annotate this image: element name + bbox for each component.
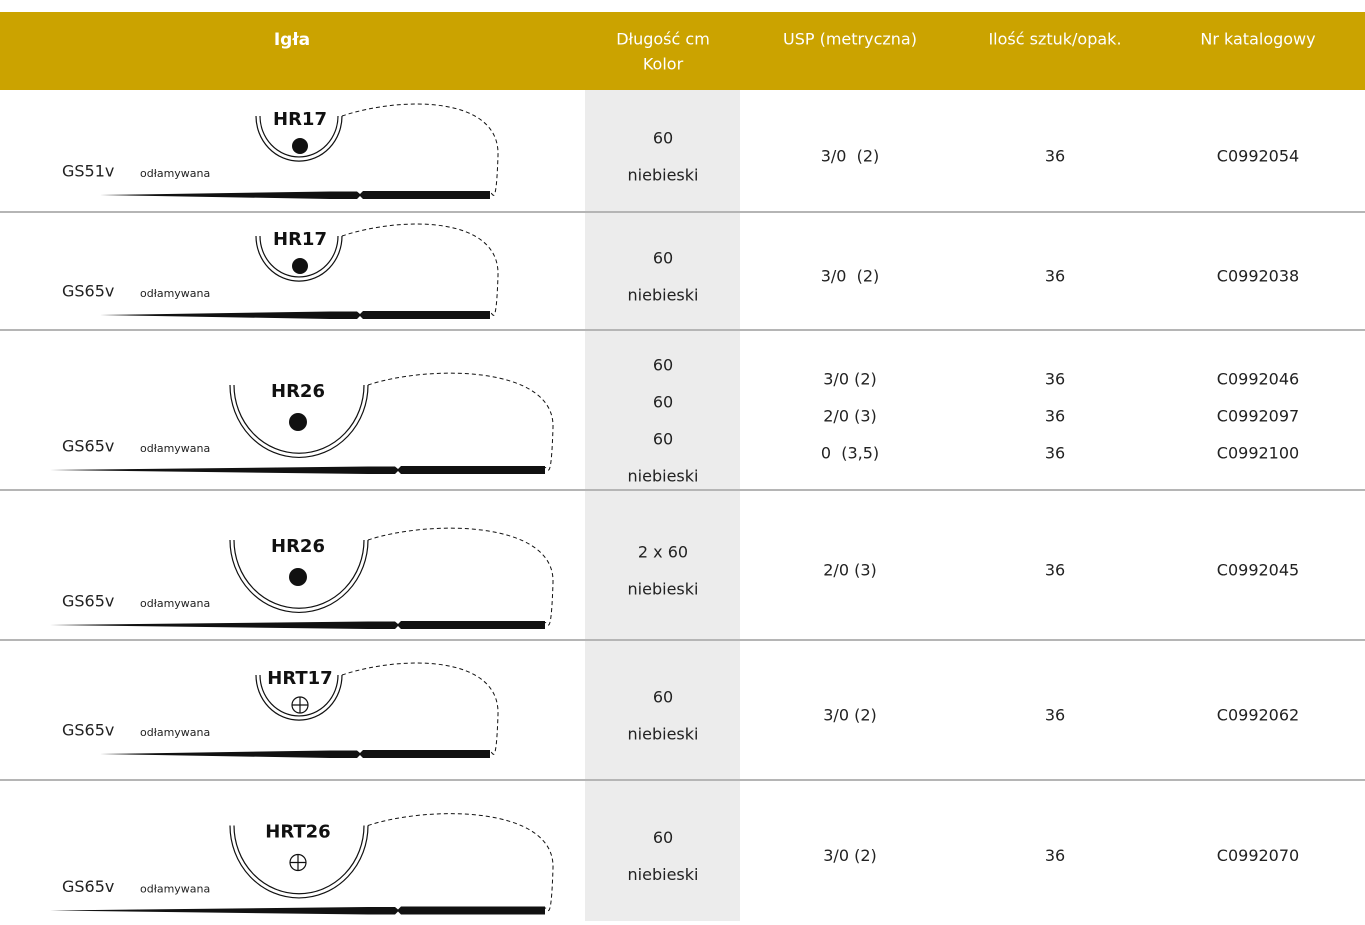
usp-cell: 3/0 (2): [823, 706, 877, 725]
needle-arc-inner: [259, 235, 339, 278]
needle-code: GS65v: [62, 592, 114, 611]
needle-arc: [255, 674, 343, 721]
suture-color: niebieski: [628, 467, 699, 486]
needle-code: GS51v: [62, 162, 114, 181]
catalog-cell: C0992038: [1217, 267, 1299, 286]
header-cell: Długość cm: [616, 30, 710, 49]
needle-bar: [100, 191, 490, 199]
suture: [341, 662, 499, 755]
usp-cell: 3/0 (2): [821, 147, 880, 166]
needle-arc: [229, 825, 369, 899]
needle-note: odłamywana: [140, 442, 210, 455]
qty-cell: 36: [1045, 370, 1065, 389]
needle-code: GS65v: [62, 282, 114, 301]
length: 60: [653, 430, 673, 449]
needle-arc-inner: [233, 825, 365, 895]
qty-cell: 36: [1045, 846, 1065, 865]
suture-color: niebieski: [628, 166, 699, 185]
cutting-cross: [290, 854, 306, 871]
suture: [367, 813, 554, 912]
needle-note: odłamywana: [140, 167, 210, 180]
qty-cell: 36: [1045, 561, 1065, 580]
needle-arc-inner: [259, 115, 339, 158]
length: 60: [653, 129, 673, 148]
qty-cell: 36: [1045, 444, 1065, 463]
usp-cell: 2/0 (3): [823, 407, 877, 426]
needle-label: HR26: [271, 381, 325, 402]
qty-cell: 36: [1045, 407, 1065, 426]
needle-note: odłamywana: [140, 726, 210, 739]
needle-label: HRT26: [265, 822, 330, 843]
length: 60: [653, 828, 673, 847]
length: 60: [653, 356, 673, 375]
needle-code: GS65v: [62, 877, 114, 896]
catalog-cell: C0992100: [1217, 444, 1299, 463]
length: 2 x 60: [638, 543, 688, 562]
needle-code: GS65v: [62, 437, 114, 456]
catalog-cell: C0992070: [1217, 846, 1299, 865]
suture: [367, 527, 554, 626]
header-cell: Kolor: [643, 55, 684, 74]
usp-cell: 2/0 (3): [823, 561, 877, 580]
header-bg: [0, 12, 1365, 90]
suture: [341, 223, 499, 316]
usp-cell: 3/0 (2): [823, 370, 877, 389]
qty-cell: 36: [1045, 267, 1065, 286]
suture-color: niebieski: [628, 286, 699, 305]
catalog-cell: C0992054: [1217, 147, 1299, 166]
suture-color: niebieski: [628, 725, 699, 744]
needle-note: odłamywana: [140, 883, 210, 896]
needle-code: GS65v: [62, 721, 114, 740]
usp-cell: 3/0 (2): [823, 846, 877, 865]
header-cell: Ilość sztuk/opak.: [988, 30, 1121, 49]
needle-bar: [50, 906, 545, 915]
usp-cell: 3/0 (2): [821, 267, 880, 286]
needle-arc-inner: [233, 384, 365, 454]
needle-arc: [255, 115, 343, 162]
usp-cell: 0 (3,5): [821, 444, 879, 463]
length: 60: [653, 249, 673, 268]
suture-color: niebieski: [628, 580, 699, 599]
needle-note: odłamywana: [140, 287, 210, 300]
qty-cell: 36: [1045, 147, 1065, 166]
needle-arc: [229, 384, 369, 458]
needle-label: HR17: [273, 109, 327, 130]
needle-label: HRT17: [267, 668, 332, 689]
needle-arc: [255, 235, 343, 282]
length: 60: [653, 393, 673, 412]
suture: [367, 372, 554, 471]
header-cell: USP (metryczna): [783, 30, 917, 49]
needle-arc: [229, 539, 369, 613]
needle-bar: [100, 750, 490, 758]
needle-bar: [50, 621, 545, 629]
header-cell: Igła: [274, 30, 310, 50]
suture-color: niebieski: [628, 865, 699, 884]
length: 60: [653, 688, 673, 707]
catalog-cell: C0992045: [1217, 561, 1299, 580]
needle-label: HR26: [271, 536, 325, 557]
needle-label: HR17: [273, 229, 327, 250]
round-symbol: [292, 258, 308, 274]
needle-arc-inner: [233, 539, 365, 609]
needle-note: odłamywana: [140, 597, 210, 610]
needle-bar: [50, 466, 545, 474]
length-column-bg: [585, 90, 740, 921]
needle-arc-inner: [259, 674, 339, 717]
catalog-cell: C0992046: [1217, 370, 1299, 389]
header-cell: Nr katalogowy: [1200, 30, 1315, 49]
catalog-cell: C0992062: [1217, 706, 1299, 725]
round-symbol: [289, 568, 307, 586]
round-symbol: [289, 413, 307, 431]
round-symbol: [292, 138, 308, 154]
suture: [341, 103, 499, 196]
qty-cell: 36: [1045, 706, 1065, 725]
catalog-cell: C0992097: [1217, 407, 1299, 426]
cutting-cross: [292, 697, 308, 713]
needle-bar: [100, 311, 490, 319]
